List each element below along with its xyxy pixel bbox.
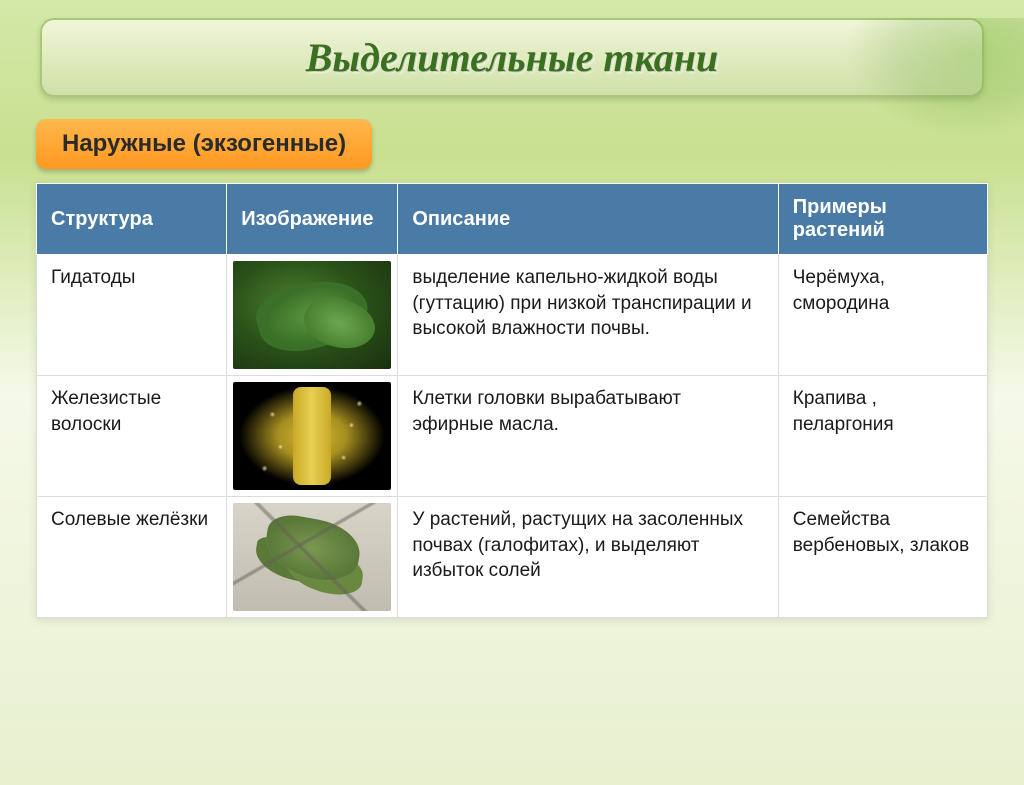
title-banner: Выделительные ткани bbox=[40, 18, 984, 97]
cell-description: выделение капельно-жидкой воды (гуттацию… bbox=[398, 255, 778, 376]
plant-image bbox=[233, 261, 391, 369]
tissue-table: Структура Изображение Описание Примеры р… bbox=[36, 183, 988, 618]
cell-image bbox=[227, 255, 398, 376]
cell-structure: Солевые желёзки bbox=[37, 497, 227, 618]
cell-image bbox=[227, 497, 398, 618]
subtitle: Наружные (экзогенные) bbox=[62, 130, 346, 158]
header-structure: Структура bbox=[37, 184, 227, 255]
cell-image bbox=[227, 376, 398, 497]
table-row: Солевые желёзки У растений, растущих на … bbox=[37, 497, 988, 618]
header-description: Описание bbox=[398, 184, 778, 255]
plant-image bbox=[233, 382, 391, 490]
page-title: Выделительные ткани bbox=[62, 34, 962, 81]
table-row: Гидатоды выделение капельно-жидкой воды … bbox=[37, 255, 988, 376]
cell-examples: Семейства вербеновых, злаков bbox=[778, 497, 987, 618]
table-header-row: Структура Изображение Описание Примеры р… bbox=[37, 184, 988, 255]
plant-image bbox=[233, 503, 391, 611]
cell-structure: Гидатоды bbox=[37, 255, 227, 376]
header-examples: Примеры растений bbox=[778, 184, 987, 255]
cell-examples: Крапива , пеларгония bbox=[778, 376, 987, 497]
subtitle-banner: Наружные (экзогенные) bbox=[36, 119, 372, 169]
table-row: Железистые волоски Клетки головки выраба… bbox=[37, 376, 988, 497]
cell-examples: Черёмуха, смородина bbox=[778, 255, 987, 376]
cell-structure: Железистые волоски bbox=[37, 376, 227, 497]
header-image: Изображение bbox=[227, 184, 398, 255]
cell-description: Клетки головки вырабатывают эфирные масл… bbox=[398, 376, 778, 497]
cell-description: У растений, растущих на засоленных почва… bbox=[398, 497, 778, 618]
